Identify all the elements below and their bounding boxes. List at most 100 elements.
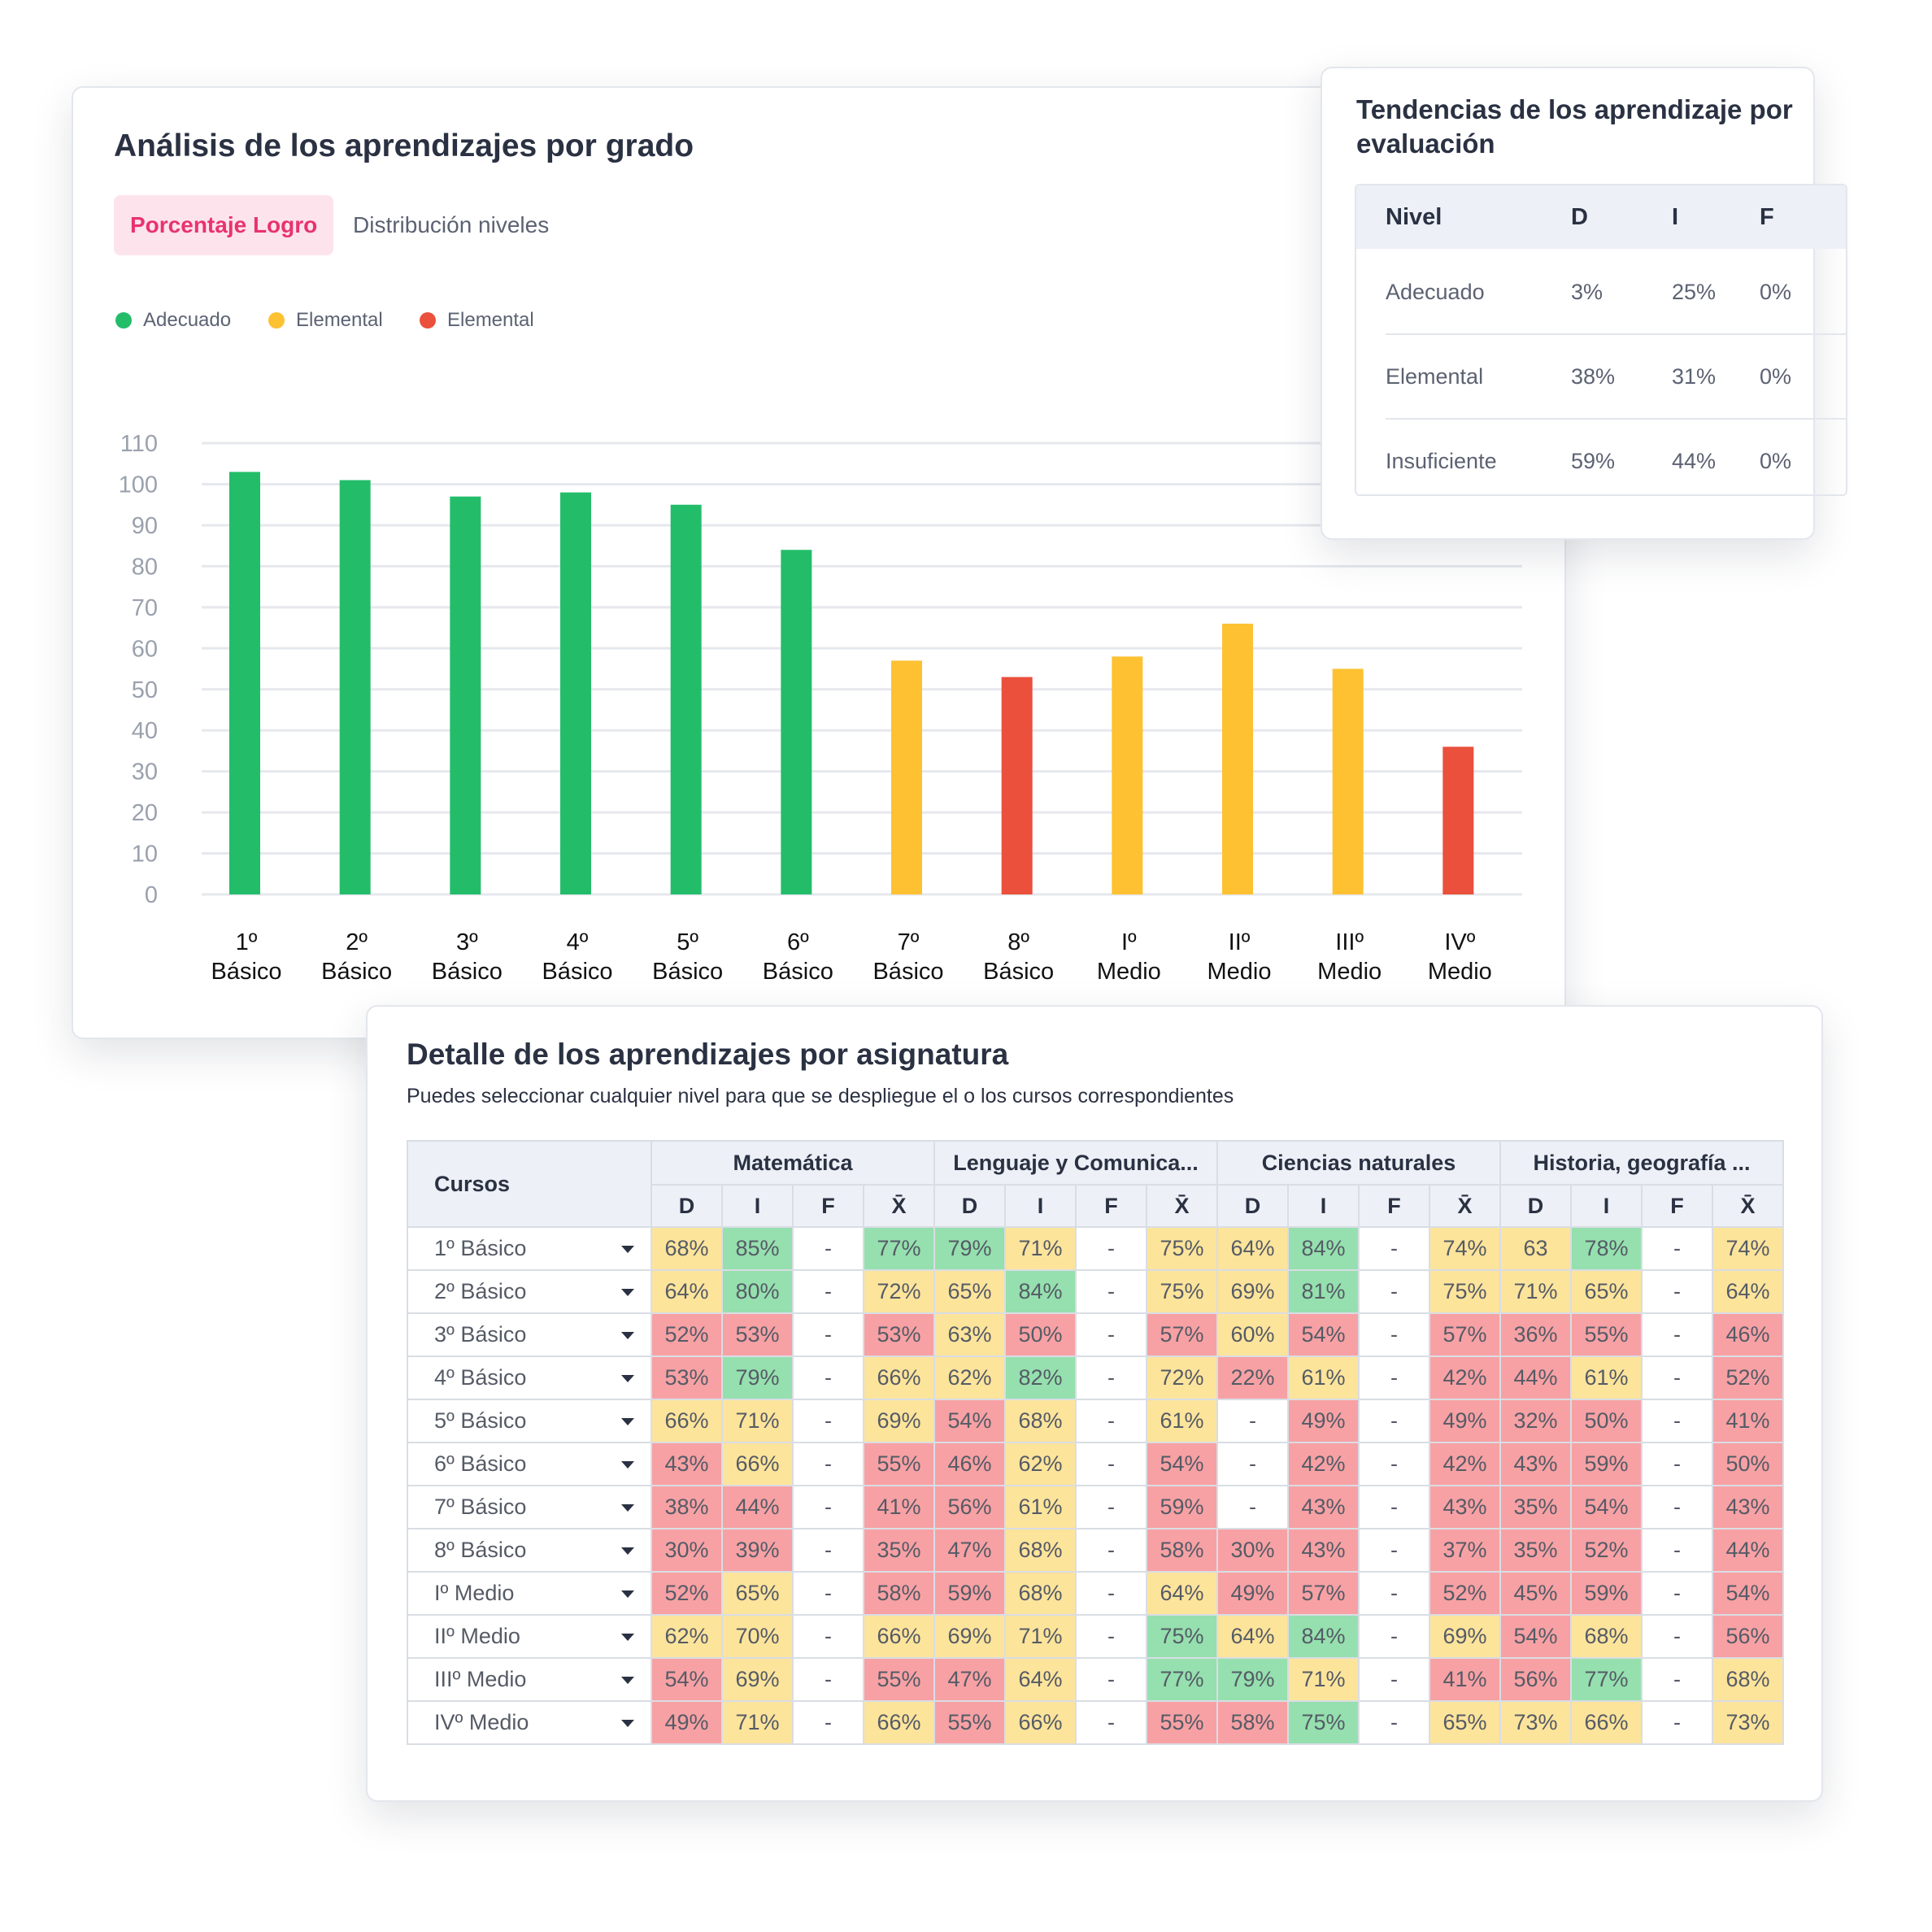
score-cell: - (1641, 1269, 1713, 1314)
course-dropdown[interactable]: 1º Básico (407, 1226, 652, 1271)
score-cell: - (792, 1399, 864, 1443)
bar[interactable] (1332, 668, 1364, 894)
table-row[interactable]: 6º Básico 43% 66% -55% 46% 62% -54% -42% -42% 43%… (407, 1442, 1784, 1486)
course-dropdown[interactable]: 8º Básico (407, 1528, 652, 1573)
y-tick-label: 110 (120, 431, 158, 457)
score-cell: - (1216, 1442, 1289, 1486)
score-cell: 58% (863, 1571, 935, 1616)
score-cell: 64% (1004, 1657, 1077, 1702)
score-cell: 50% (1004, 1312, 1077, 1357)
course-dropdown[interactable]: 6º Básico (407, 1442, 652, 1486)
score-cell: 43% (1712, 1485, 1784, 1530)
score-cell: - (1075, 1355, 1147, 1400)
score-cell: - (1075, 1226, 1147, 1271)
score-cell: 63% (933, 1312, 1006, 1357)
course-dropdown[interactable]: 5º Básico (407, 1399, 652, 1443)
legend-item-adecuado[interactable]: Adecuado (115, 309, 231, 332)
course-dropdown[interactable]: 3º Básico (407, 1312, 652, 1357)
score-cell: 84% (1287, 1226, 1360, 1271)
bar[interactable] (670, 504, 702, 894)
legend-item-elemental-red[interactable]: Elemental (420, 309, 534, 332)
table-row[interactable]: 3º Básico 52% 53% -53% 63% 50% -57% 60% 54% -57% 3… (407, 1312, 1784, 1357)
course-dropdown[interactable]: Iº Medio (407, 1571, 652, 1616)
caret-down-icon[interactable] (621, 1460, 634, 1469)
score-cell: 44% (1712, 1528, 1784, 1573)
course-label: IIIº Medio (434, 1667, 527, 1691)
score-cell: 56% (933, 1485, 1006, 1530)
score-cell: 53% (863, 1312, 935, 1357)
score-cell: 79% (721, 1355, 794, 1400)
score-cell: - (1358, 1399, 1430, 1443)
trend-d: 59% (1571, 449, 1616, 473)
table-row[interactable]: 2º Básico 64% 80% -72% 65% 84% -75% 69% 81% -75% 7… (407, 1269, 1784, 1314)
score-cell: 42% (1287, 1442, 1360, 1486)
bar[interactable] (339, 480, 371, 894)
score-cell: - (1358, 1528, 1430, 1573)
course-dropdown[interactable]: IVº Medio (407, 1700, 652, 1745)
course-dropdown[interactable]: 2º Básico (407, 1269, 652, 1314)
score-cell: - (1358, 1657, 1430, 1702)
bar[interactable] (891, 660, 922, 894)
table-row[interactable]: IIº Medio 62% 70% -66% 69% 71% -75% 64% 84% -69% 5… (407, 1614, 1784, 1659)
score-cell: - (792, 1528, 864, 1573)
bar[interactable] (229, 472, 260, 894)
bar[interactable] (1222, 624, 1253, 894)
caret-down-icon[interactable] (621, 1503, 634, 1512)
score-cell: 49% (1287, 1399, 1360, 1443)
caret-down-icon[interactable] (621, 1288, 634, 1296)
bar[interactable] (781, 550, 812, 894)
caret-down-icon[interactable] (621, 1331, 634, 1339)
course-dropdown[interactable]: 4º Básico (407, 1355, 652, 1400)
trend-f: 0% (1760, 449, 1792, 473)
table-row[interactable]: 8º Básico 30% 39% -35% 47% 68% -58% 30% 43% -37% 3… (407, 1528, 1784, 1573)
score-cell: - (1075, 1269, 1147, 1314)
x-tick-label: 3º (456, 929, 478, 955)
table-row[interactable]: 4º Básico 53% 79% -66% 62% 82% -72% 22% 61% -42% 4… (407, 1355, 1784, 1400)
score-cell: 32% (1499, 1399, 1572, 1443)
table-row[interactable]: 5º Básico 66% 71% -69% 54% 68% -61% -49% -49% 32%… (407, 1399, 1784, 1443)
table-row[interactable]: IIIº Medio 54% 69% -55% 47% 64% -77% 79% 71% -41%… (407, 1657, 1784, 1702)
bar[interactable] (560, 492, 591, 894)
score-cell: 54% (1712, 1571, 1784, 1616)
score-cell: 72% (1146, 1355, 1218, 1400)
table-row[interactable]: 1º Básico 68% 85% -77% 79% 71% -75% 64% 84% -74% 6… (407, 1226, 1784, 1271)
score-cell: 65% (933, 1269, 1006, 1314)
subcolumn-header: F (1075, 1184, 1147, 1228)
caret-down-icon[interactable] (621, 1590, 634, 1598)
bar[interactable] (450, 496, 481, 894)
bar[interactable] (1112, 656, 1143, 894)
legend-item-elemental[interactable]: Elemental (268, 309, 383, 332)
score-cell: 85% (721, 1226, 794, 1271)
subcolumn-header: I (1287, 1184, 1360, 1228)
subcolumn-header: X̄ (863, 1184, 935, 1228)
bar[interactable] (1442, 746, 1474, 894)
score-cell: 75% (1429, 1269, 1501, 1314)
table-row[interactable]: 7º Básico 38% 44% -41% 56% 61% -59% -43% -43% 35%… (407, 1485, 1784, 1530)
score-cell: 30% (1216, 1528, 1289, 1573)
score-cell: 69% (863, 1399, 935, 1443)
caret-down-icon[interactable] (621, 1547, 634, 1555)
tab-distribucion-niveles[interactable]: Distribución niveles (353, 212, 550, 237)
caret-down-icon[interactable] (621, 1719, 634, 1727)
y-tick-label: 30 (132, 759, 158, 785)
caret-down-icon[interactable] (621, 1417, 634, 1425)
caret-down-icon[interactable] (621, 1245, 634, 1253)
table-row[interactable]: Iº Medio 52% 65% -58% 59% 68% -64% 49% 57% -52% 45… (407, 1571, 1784, 1616)
bar[interactable] (1001, 677, 1033, 894)
score-cell: 42% (1429, 1442, 1501, 1486)
caret-down-icon[interactable] (621, 1633, 634, 1641)
score-cell: 57% (1287, 1571, 1360, 1616)
score-cell: 57% (1429, 1312, 1501, 1357)
score-cell: 64% (1216, 1614, 1289, 1659)
score-cell: 74% (1712, 1226, 1784, 1271)
score-cell: 72% (863, 1269, 935, 1314)
score-cell: 64% (1216, 1226, 1289, 1271)
tab-porcentaje-logro[interactable]: Porcentaje Logro (114, 195, 334, 255)
table-row[interactable]: IVº Medio 49% 71% -66% 55% 66% -55% 58% 75% -65% 7… (407, 1700, 1784, 1745)
legend-dot-icon (268, 312, 285, 329)
course-dropdown[interactable]: 7º Básico (407, 1485, 652, 1530)
course-dropdown[interactable]: IIIº Medio (407, 1657, 652, 1702)
caret-down-icon[interactable] (621, 1374, 634, 1382)
course-dropdown[interactable]: IIº Medio (407, 1614, 652, 1659)
caret-down-icon[interactable] (621, 1676, 634, 1684)
